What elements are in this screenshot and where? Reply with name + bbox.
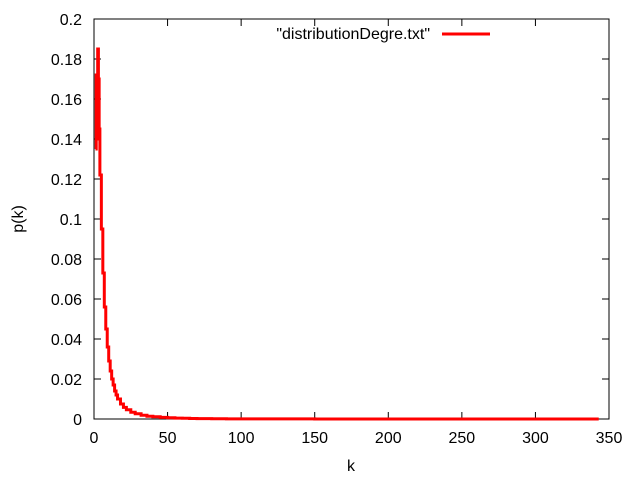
y-tick-label: 0.06 [51,292,82,309]
y-tick-label: 0.16 [51,92,82,109]
x-tick-label: 50 [159,430,177,447]
x-tick-label: 100 [228,430,255,447]
y-tick-label: 0.14 [51,132,82,149]
y-axis-label: p(k) [10,205,27,233]
axis-tick-labels: 0 50 100 150 200 250 300 350 0 0.02 0.04 0.06 0.08 0.… [51,12,623,447]
x-tick-label: 250 [449,430,476,447]
x-tick-label: 200 [375,430,402,447]
y-tick-label: 0.2 [60,12,82,29]
x-tick-label: 300 [522,430,549,447]
y-tick-label: 0 [73,412,82,429]
legend: "distributionDegre.txt" [276,26,490,43]
x-tick-label: 0 [90,430,99,447]
series-line-distribution-degre [94,47,599,421]
plot-frame [93,18,610,420]
x-axis-label: k [347,458,356,475]
y-tick-label: 0.18 [51,52,82,69]
y-tick-label: 0.04 [51,332,82,349]
legend-label: "distributionDegre.txt" [276,26,430,43]
y-tick-label: 0.02 [51,372,82,389]
x-tick-label: 350 [596,430,623,447]
y-tick-label: 0.08 [51,252,82,269]
y-tick-label: 0.1 [60,212,82,229]
x-tick-label: 150 [301,430,328,447]
y-tick-label: 0.12 [51,172,82,189]
axis-ticks [93,18,610,420]
